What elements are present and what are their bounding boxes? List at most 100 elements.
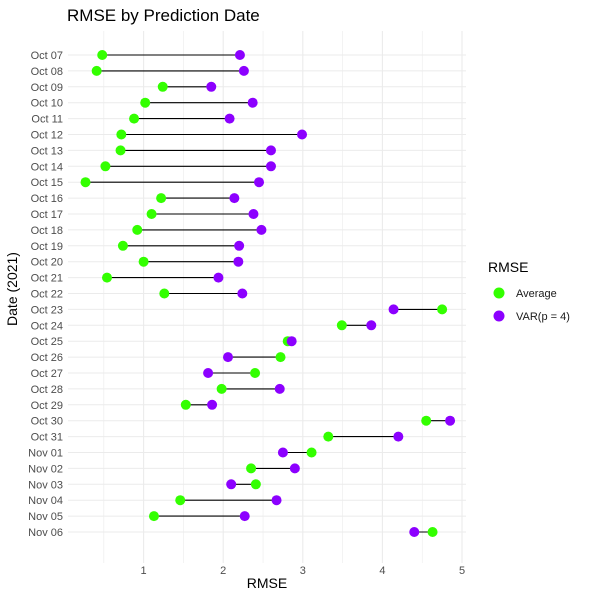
x-tick-label: 2	[220, 565, 226, 577]
point-var	[445, 415, 456, 426]
y-tick-label: Nov 04	[28, 495, 63, 507]
legend-label-average: Average	[516, 288, 557, 300]
point-var	[366, 320, 377, 331]
point-var	[234, 240, 245, 251]
legend-title: RMSE	[488, 259, 528, 275]
point-average	[216, 383, 227, 394]
point-average	[91, 65, 102, 76]
point-var	[206, 81, 217, 92]
y-tick-label: Nov 03	[28, 479, 63, 491]
legend: RMSE Average VAR(p = 4)	[488, 259, 570, 323]
y-axis-title: Date (2021)	[4, 252, 20, 326]
point-average	[180, 399, 191, 410]
dumbbell-segments	[85, 54, 451, 533]
point-var	[222, 352, 233, 363]
y-tick-label: Oct 22	[31, 289, 63, 301]
y-tick-label: Nov 06	[28, 527, 63, 539]
point-var	[265, 145, 276, 156]
point-var	[233, 256, 244, 267]
y-tick-label: Oct 24	[31, 320, 63, 332]
point-average	[146, 209, 157, 219]
point-average	[148, 511, 159, 522]
point-var	[234, 50, 245, 60]
y-tick-label: Oct 25	[31, 336, 63, 348]
y-tick-label: Oct 28	[31, 384, 63, 396]
point-average	[306, 447, 317, 458]
x-tick-label: 3	[300, 565, 306, 577]
x-axis-title: RMSE	[247, 575, 287, 591]
y-tick-label: Oct 15	[31, 177, 63, 189]
y-tick-label: Oct 19	[31, 241, 63, 253]
point-var	[409, 527, 420, 537]
y-tick-label: Oct 10	[31, 98, 63, 110]
y-tick-label: Oct 31	[31, 432, 63, 444]
point-average	[323, 431, 334, 442]
x-tick-labels: 1 2 3 4 5	[141, 565, 466, 577]
point-average	[336, 320, 347, 331]
y-tick-label: Oct 21	[31, 273, 63, 285]
y-tick-label: Oct 17	[31, 209, 63, 221]
point-average	[156, 193, 167, 204]
point-average	[159, 288, 170, 299]
y-tick-label: Oct 07	[31, 50, 63, 62]
point-var	[207, 399, 218, 410]
y-tick-label: Oct 14	[31, 161, 63, 173]
y-tick-label: Oct 12	[31, 130, 63, 142]
y-tick-label: Oct 18	[31, 225, 63, 237]
x-tick-label: 1	[141, 565, 147, 577]
point-average	[117, 240, 128, 251]
point-var	[238, 65, 249, 76]
x-gridlines	[103, 31, 463, 563]
point-average	[421, 415, 432, 426]
point-average	[100, 161, 111, 172]
point-average	[129, 113, 140, 124]
point-average	[116, 129, 127, 140]
point-average	[102, 272, 113, 283]
point-average	[80, 177, 91, 188]
point-var	[239, 511, 250, 522]
y-tick-label: Oct 23	[31, 304, 63, 316]
legend-label-var: VAR(p = 4)	[516, 311, 570, 323]
y-tick-label: Oct 27	[31, 368, 63, 380]
y-tick-label: Oct 09	[31, 82, 63, 94]
y-tick-label: Oct 11	[31, 114, 63, 126]
y-tick-label: Oct 16	[31, 193, 63, 205]
point-average	[138, 256, 149, 267]
y-tick-label: Oct 29	[31, 400, 63, 412]
x-tick-label: 4	[379, 565, 385, 577]
y-tick-label: Nov 02	[28, 463, 63, 475]
point-var	[265, 161, 276, 172]
point-var	[226, 479, 237, 490]
y-tick-label: Oct 08	[31, 66, 63, 78]
point-average	[437, 304, 448, 315]
point-var	[247, 97, 258, 108]
y-tick-label: Oct 13	[31, 145, 63, 157]
point-var	[254, 177, 265, 188]
point-var	[248, 209, 259, 219]
y-tick-label: Oct 26	[31, 352, 63, 364]
point-average	[427, 527, 438, 537]
legend-swatch-average	[493, 287, 505, 299]
y-tick-labels: Oct 07 Oct 08 Oct 09 Oct 10 Oct 11 Oct 12 Oct …	[28, 50, 63, 539]
point-var	[274, 383, 285, 394]
legend-swatch-var	[493, 310, 505, 322]
point-average	[250, 479, 261, 490]
x-tick-label: 5	[459, 565, 465, 577]
point-average	[157, 81, 168, 92]
point-var	[229, 193, 240, 204]
data-points	[80, 50, 456, 537]
point-var	[213, 272, 224, 283]
chart-title: RMSE by Prediction Date	[67, 6, 260, 25]
point-average	[115, 145, 126, 156]
y-tick-label: Oct 30	[31, 416, 63, 428]
point-var	[297, 129, 308, 140]
point-var	[224, 113, 235, 124]
point-average	[140, 97, 151, 108]
y-tick-label: Nov 01	[28, 448, 63, 460]
y-tick-label: Oct 20	[31, 257, 63, 269]
point-var	[271, 495, 282, 506]
point-var	[289, 463, 300, 474]
point-var	[256, 224, 267, 235]
